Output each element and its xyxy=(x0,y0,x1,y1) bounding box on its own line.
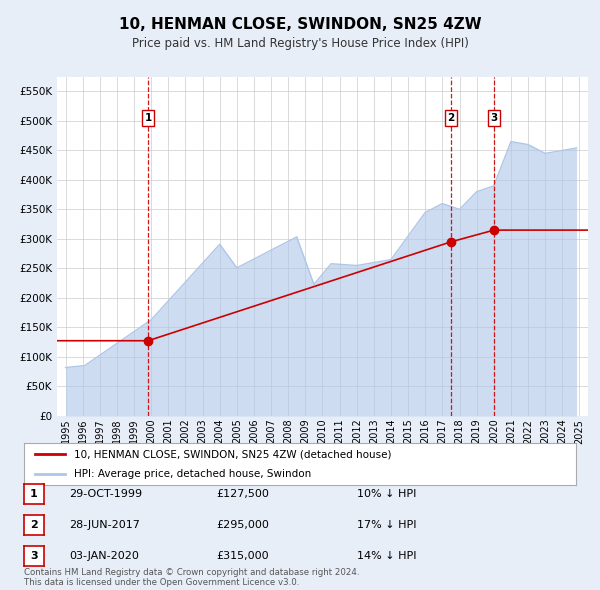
Text: £127,500: £127,500 xyxy=(216,490,269,499)
Text: 14% ↓ HPI: 14% ↓ HPI xyxy=(357,551,416,560)
Text: 2: 2 xyxy=(30,520,38,530)
Text: Price paid vs. HM Land Registry's House Price Index (HPI): Price paid vs. HM Land Registry's House … xyxy=(131,37,469,50)
Text: 2: 2 xyxy=(447,113,454,123)
Text: 10% ↓ HPI: 10% ↓ HPI xyxy=(357,490,416,499)
Text: 17% ↓ HPI: 17% ↓ HPI xyxy=(357,520,416,530)
Text: £295,000: £295,000 xyxy=(216,520,269,530)
Text: 1: 1 xyxy=(145,113,152,123)
Text: HPI: Average price, detached house, Swindon: HPI: Average price, detached house, Swin… xyxy=(74,470,311,479)
Text: 10, HENMAN CLOSE, SWINDON, SN25 4ZW: 10, HENMAN CLOSE, SWINDON, SN25 4ZW xyxy=(119,17,481,31)
Text: 1: 1 xyxy=(30,490,38,499)
Text: 28-JUN-2017: 28-JUN-2017 xyxy=(69,520,140,530)
Text: £315,000: £315,000 xyxy=(216,551,269,560)
Text: 03-JAN-2020: 03-JAN-2020 xyxy=(69,551,139,560)
Text: Contains HM Land Registry data © Crown copyright and database right 2024.
This d: Contains HM Land Registry data © Crown c… xyxy=(24,568,359,587)
Text: 10, HENMAN CLOSE, SWINDON, SN25 4ZW (detached house): 10, HENMAN CLOSE, SWINDON, SN25 4ZW (det… xyxy=(74,450,391,460)
Text: 29-OCT-1999: 29-OCT-1999 xyxy=(69,490,142,499)
Text: 3: 3 xyxy=(490,113,497,123)
Text: 3: 3 xyxy=(30,551,38,560)
